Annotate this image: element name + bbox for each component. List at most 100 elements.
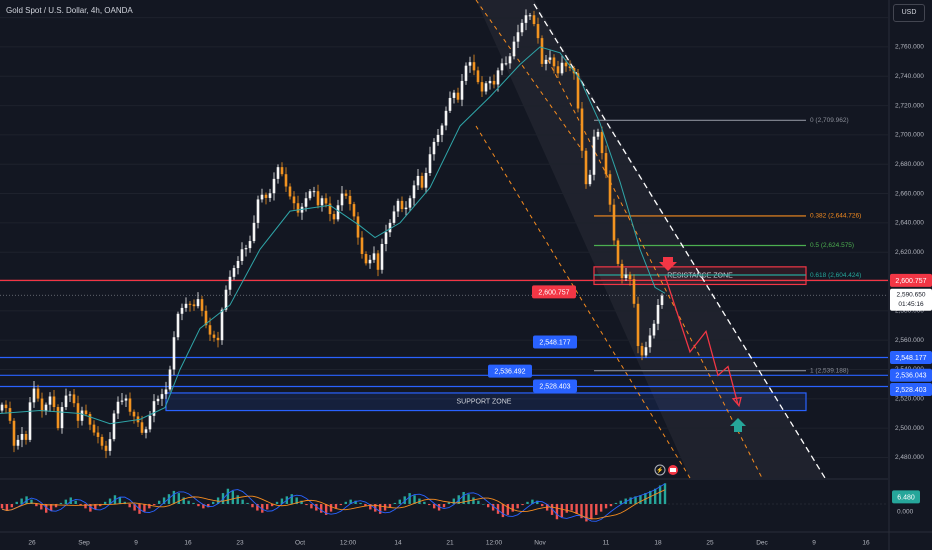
candle-body [416, 175, 420, 186]
candle-body [652, 323, 656, 336]
oscillator-bar [315, 504, 318, 511]
candle-body [72, 394, 76, 404]
oscillator-bar [207, 504, 210, 508]
oscillator-bar [619, 500, 622, 504]
x-tick-label: 26 [28, 540, 36, 547]
oscillator-bar [658, 485, 662, 504]
candle-body [612, 204, 616, 241]
oscillator-bar [604, 504, 608, 509]
candle-body [452, 92, 456, 98]
candle-body [604, 153, 608, 175]
oscillator-bar [148, 504, 151, 509]
oscillator-bar [202, 504, 205, 509]
support-zone-label: SUPPORT ZONE [457, 399, 512, 406]
oscillator-bar [629, 497, 632, 504]
candle-body [28, 402, 32, 440]
candle-body [552, 57, 556, 67]
candle-body [412, 185, 416, 199]
x-tick-label: 14 [394, 540, 402, 547]
oscillator-bar [388, 504, 392, 508]
candle-body [336, 205, 340, 220]
candle-body [264, 194, 268, 198]
oscillator-bar [599, 504, 603, 512]
candle-body [60, 407, 64, 429]
oscillator-bar [413, 495, 416, 504]
oscillator-bar [256, 504, 259, 511]
oscillator-bar [94, 504, 97, 510]
candle-body [628, 274, 632, 280]
oscillator-bar [653, 488, 657, 504]
candle-body [580, 108, 584, 151]
oscillator-bar [157, 500, 161, 504]
oscillator-bar [20, 498, 23, 504]
oscillator-bar [84, 504, 87, 509]
resistance-tag-bg [532, 285, 576, 299]
candle-body [228, 276, 232, 290]
fib-label-4: 1 (2,539.188) [810, 367, 849, 374]
oscillator-bar [369, 504, 372, 510]
candle-body [92, 424, 96, 433]
candle-body [376, 253, 380, 270]
support-a-axis-tag-group: 2,548.177 [890, 351, 932, 365]
candle-body [188, 303, 192, 305]
y-tick-label: 2,760.000 [895, 44, 924, 51]
candle-body [88, 414, 92, 425]
candle-body [244, 248, 248, 250]
x-tick-label: 16 [862, 540, 870, 547]
resistance-tag-group: 2,600.757 [532, 285, 576, 299]
candle-body [44, 404, 48, 412]
oscillator-bar [511, 504, 514, 512]
oscillator-bar [143, 504, 146, 512]
oscillator-bar [133, 504, 136, 511]
support-b-axis-tag-bg [890, 368, 932, 382]
oscillator-bar [290, 494, 293, 504]
candle-body [216, 337, 220, 341]
oscillator-value-tag-group: 6.480 [892, 490, 920, 504]
oscillator-bar [428, 504, 431, 506]
oscillator-bar [521, 504, 524, 506]
candle-body [404, 207, 408, 210]
oscillator-bar [378, 504, 382, 514]
oscillator-bar [609, 504, 613, 507]
candle-body [560, 62, 564, 74]
resistance-zone-label: RESISTANCE ZONE [667, 273, 733, 280]
candle-body [4, 404, 8, 409]
candle-body [468, 62, 472, 66]
candle-body [76, 403, 80, 421]
candle-body [168, 369, 172, 390]
oscillator-bar [354, 500, 357, 504]
oscillator-bar [153, 504, 156, 506]
candle-body [56, 407, 60, 429]
oscillator-bar [403, 496, 406, 504]
oscillator-bar [639, 495, 642, 504]
candle-body [0, 404, 4, 411]
oscillator-bar [570, 504, 573, 511]
oscillator-bar [79, 504, 82, 506]
candle-body [104, 445, 108, 451]
oscillator-bar [526, 501, 529, 504]
current-price-axis-label: 2,590.650 [897, 291, 926, 298]
y-tick-label: 2,640.000 [895, 220, 924, 227]
candle-body [280, 167, 284, 175]
candle-body [500, 63, 504, 71]
x-tick-label: Dec [756, 540, 768, 547]
candle-body [40, 398, 44, 412]
oscillator-bar [49, 504, 53, 511]
oscillator-bar [241, 499, 244, 504]
candle-body [252, 222, 256, 242]
candle-body [196, 299, 200, 307]
candle-body [488, 80, 492, 84]
candle-body [324, 198, 328, 204]
oscillator-bar [432, 504, 436, 509]
oscillator-bar [324, 504, 328, 515]
candle-body [456, 92, 460, 100]
oscillator-bar [236, 495, 239, 504]
currency-button[interactable]: USD [893, 4, 925, 22]
candle-body [440, 125, 444, 135]
candle-body [364, 253, 368, 264]
candle-body [460, 80, 464, 100]
candle-body [256, 199, 260, 223]
oscillator-bar [565, 504, 568, 513]
